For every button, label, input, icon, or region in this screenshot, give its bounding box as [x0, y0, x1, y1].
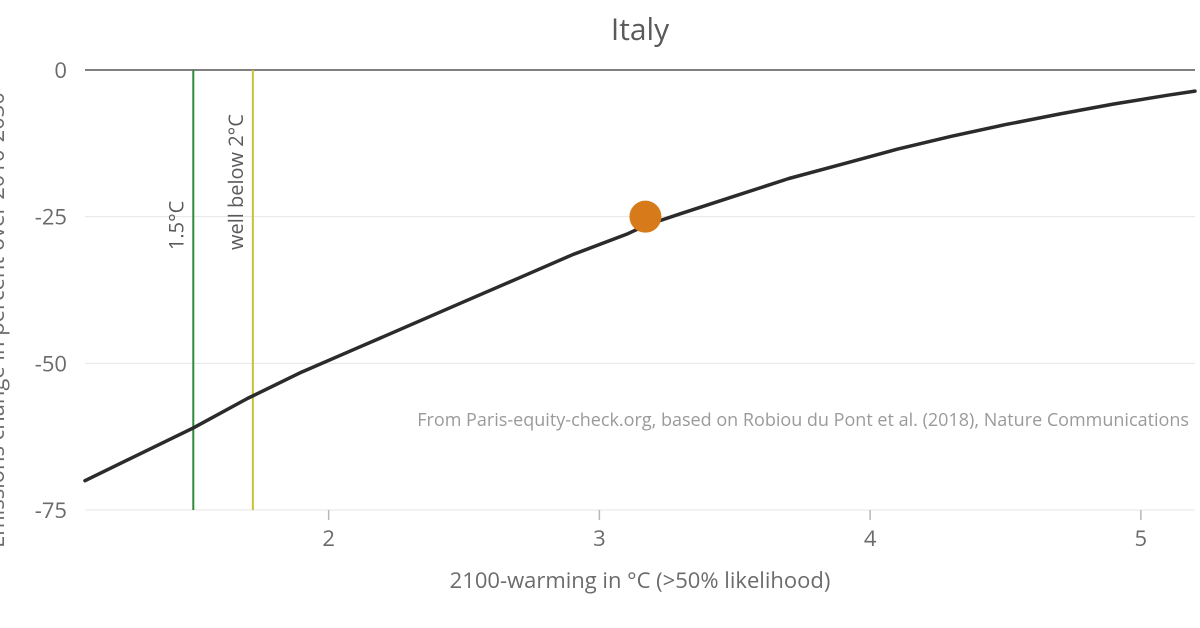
chart-title: Italy: [611, 8, 670, 49]
ndc-marker: [629, 201, 661, 233]
chart-svg: 0 -25 -50 -75 2 3 4 5 1.5°C well below 2°C Italy 21…: [0, 0, 1200, 628]
x-tick-label: 4: [864, 523, 877, 553]
y-tick-label: -25: [35, 202, 67, 232]
x-tick-label: 2: [322, 523, 335, 553]
reference-vline-label: 1.5°C: [162, 201, 189, 250]
attribution-text: From Paris-equity-check.org, based on Ro…: [417, 408, 1189, 432]
emissions-chart: 0 -25 -50 -75 2 3 4 5 1.5°C well below 2°C Italy 21…: [0, 0, 1200, 628]
reference-vline-label: well below 2°C: [222, 114, 249, 250]
y-tick-label: 0: [54, 55, 67, 85]
y-axis-label: Emissions change in percent over 2010-20…: [0, 92, 11, 548]
x-axis-label: 2100-warming in °C (>50% likelihood): [450, 565, 831, 595]
x-tick-label: 5: [1135, 523, 1148, 553]
y-tick-label: -75: [35, 495, 67, 525]
y-tick-label: -50: [35, 348, 67, 378]
x-tick-label: 3: [593, 523, 606, 553]
